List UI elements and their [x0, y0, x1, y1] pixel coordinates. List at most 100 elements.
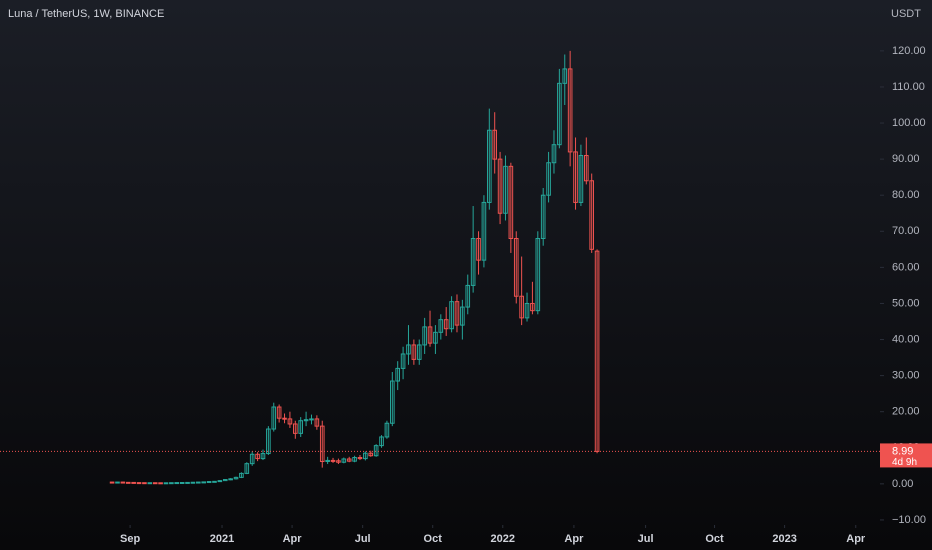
candle-body [233, 476, 239, 480]
candle-body [497, 158, 503, 214]
candle-body [390, 380, 395, 424]
candle-body [212, 480, 217, 483]
candle-body [120, 481, 126, 484]
x-tick-label: Apr [564, 533, 584, 545]
candle-body [346, 458, 352, 462]
candle-body [314, 418, 320, 427]
candle-body [373, 445, 379, 457]
y-tick-label: 20.00 [892, 406, 920, 418]
x-tick-label: Oct [424, 533, 443, 545]
y-tick-label: 100.00 [892, 117, 926, 129]
candle-body [557, 82, 562, 146]
candle-body [465, 284, 471, 308]
axis-unit: USDT [891, 8, 921, 20]
candle-body [239, 472, 244, 478]
y-tick-label: 120.00 [892, 45, 926, 57]
candle-body [217, 480, 223, 483]
countdown: 4d 9h [892, 457, 917, 468]
candle-body [368, 452, 374, 457]
chart-title: Luna / TetherUS, 1W, BINANCE [8, 8, 164, 20]
candle-body [271, 406, 277, 430]
candle-body [201, 481, 206, 484]
candle-body [174, 482, 180, 485]
candle-body [303, 419, 309, 422]
candle-body [379, 436, 384, 447]
candle-body [589, 180, 594, 250]
candle-body [255, 453, 260, 460]
candle-body [578, 155, 584, 203]
candle-body [179, 481, 185, 484]
y-tick-label: 70.00 [892, 225, 920, 237]
candle-body [567, 68, 573, 153]
x-tick-label: 2022 [491, 533, 515, 545]
candle-body [131, 481, 136, 484]
candle-body [400, 353, 406, 369]
candle-body [540, 194, 546, 240]
x-tick-label: 2021 [210, 533, 234, 545]
y-tick-label: 50.00 [892, 297, 920, 309]
candle-body [352, 457, 357, 462]
candle-body [185, 481, 190, 484]
candle-body [438, 319, 444, 333]
candle-body [460, 306, 465, 326]
x-tick-label: Apr [283, 533, 303, 545]
candle-body [395, 367, 400, 382]
x-tick-label: Jul [638, 533, 654, 545]
y-tick-label: 110.00 [892, 81, 925, 93]
candle-body [287, 418, 293, 425]
candle-body [508, 165, 514, 240]
x-tick-label: 2023 [772, 533, 796, 545]
candle-body [411, 344, 417, 360]
candle-body [136, 482, 142, 485]
candle-body [319, 425, 325, 462]
candle-body [519, 295, 524, 319]
candle-body [222, 479, 228, 482]
candle-body [357, 457, 363, 460]
candle-body [341, 458, 347, 463]
candle-body [298, 420, 303, 434]
candle-body [524, 302, 530, 319]
candle-body [551, 144, 557, 164]
candle-body [584, 155, 589, 182]
candle-body [125, 481, 131, 484]
candle-body [573, 151, 578, 203]
candle-body [406, 344, 411, 355]
candle-body [276, 406, 282, 419]
candle-body [152, 482, 158, 485]
y-tick-label: 90.00 [892, 153, 920, 165]
candle-body [244, 463, 250, 474]
candle-body [158, 482, 163, 485]
candle-body [513, 238, 519, 297]
candle-body [169, 482, 174, 485]
x-tick-label: Jul [355, 533, 371, 545]
candle-body [142, 482, 147, 485]
candle-body [147, 482, 153, 485]
candle-body [416, 344, 422, 360]
candle-body [492, 129, 497, 160]
candle-body [266, 428, 271, 455]
candle-body [427, 326, 433, 344]
candle-body [196, 481, 201, 484]
candle-body [384, 422, 390, 438]
last-price-label: 8.99 [892, 445, 913, 457]
y-tick-label: 60.00 [892, 261, 920, 273]
candle-body [309, 418, 314, 421]
candle-body [249, 453, 255, 465]
candle-body [433, 331, 438, 344]
candle-body [422, 326, 427, 346]
candle-body [454, 301, 460, 326]
y-tick-label: 40.00 [892, 333, 920, 345]
last-price-box [880, 443, 932, 468]
candle-body [228, 478, 233, 481]
candle-body [336, 460, 341, 463]
candle-body [443, 319, 449, 330]
y-tick-label: 80.00 [892, 189, 920, 201]
candle-body [282, 417, 287, 420]
candle-body [449, 301, 454, 330]
candle-body [115, 481, 120, 484]
candle-body [206, 481, 212, 484]
y-tick-label: 0.00 [892, 478, 913, 490]
x-tick-label: Sep [120, 533, 140, 545]
